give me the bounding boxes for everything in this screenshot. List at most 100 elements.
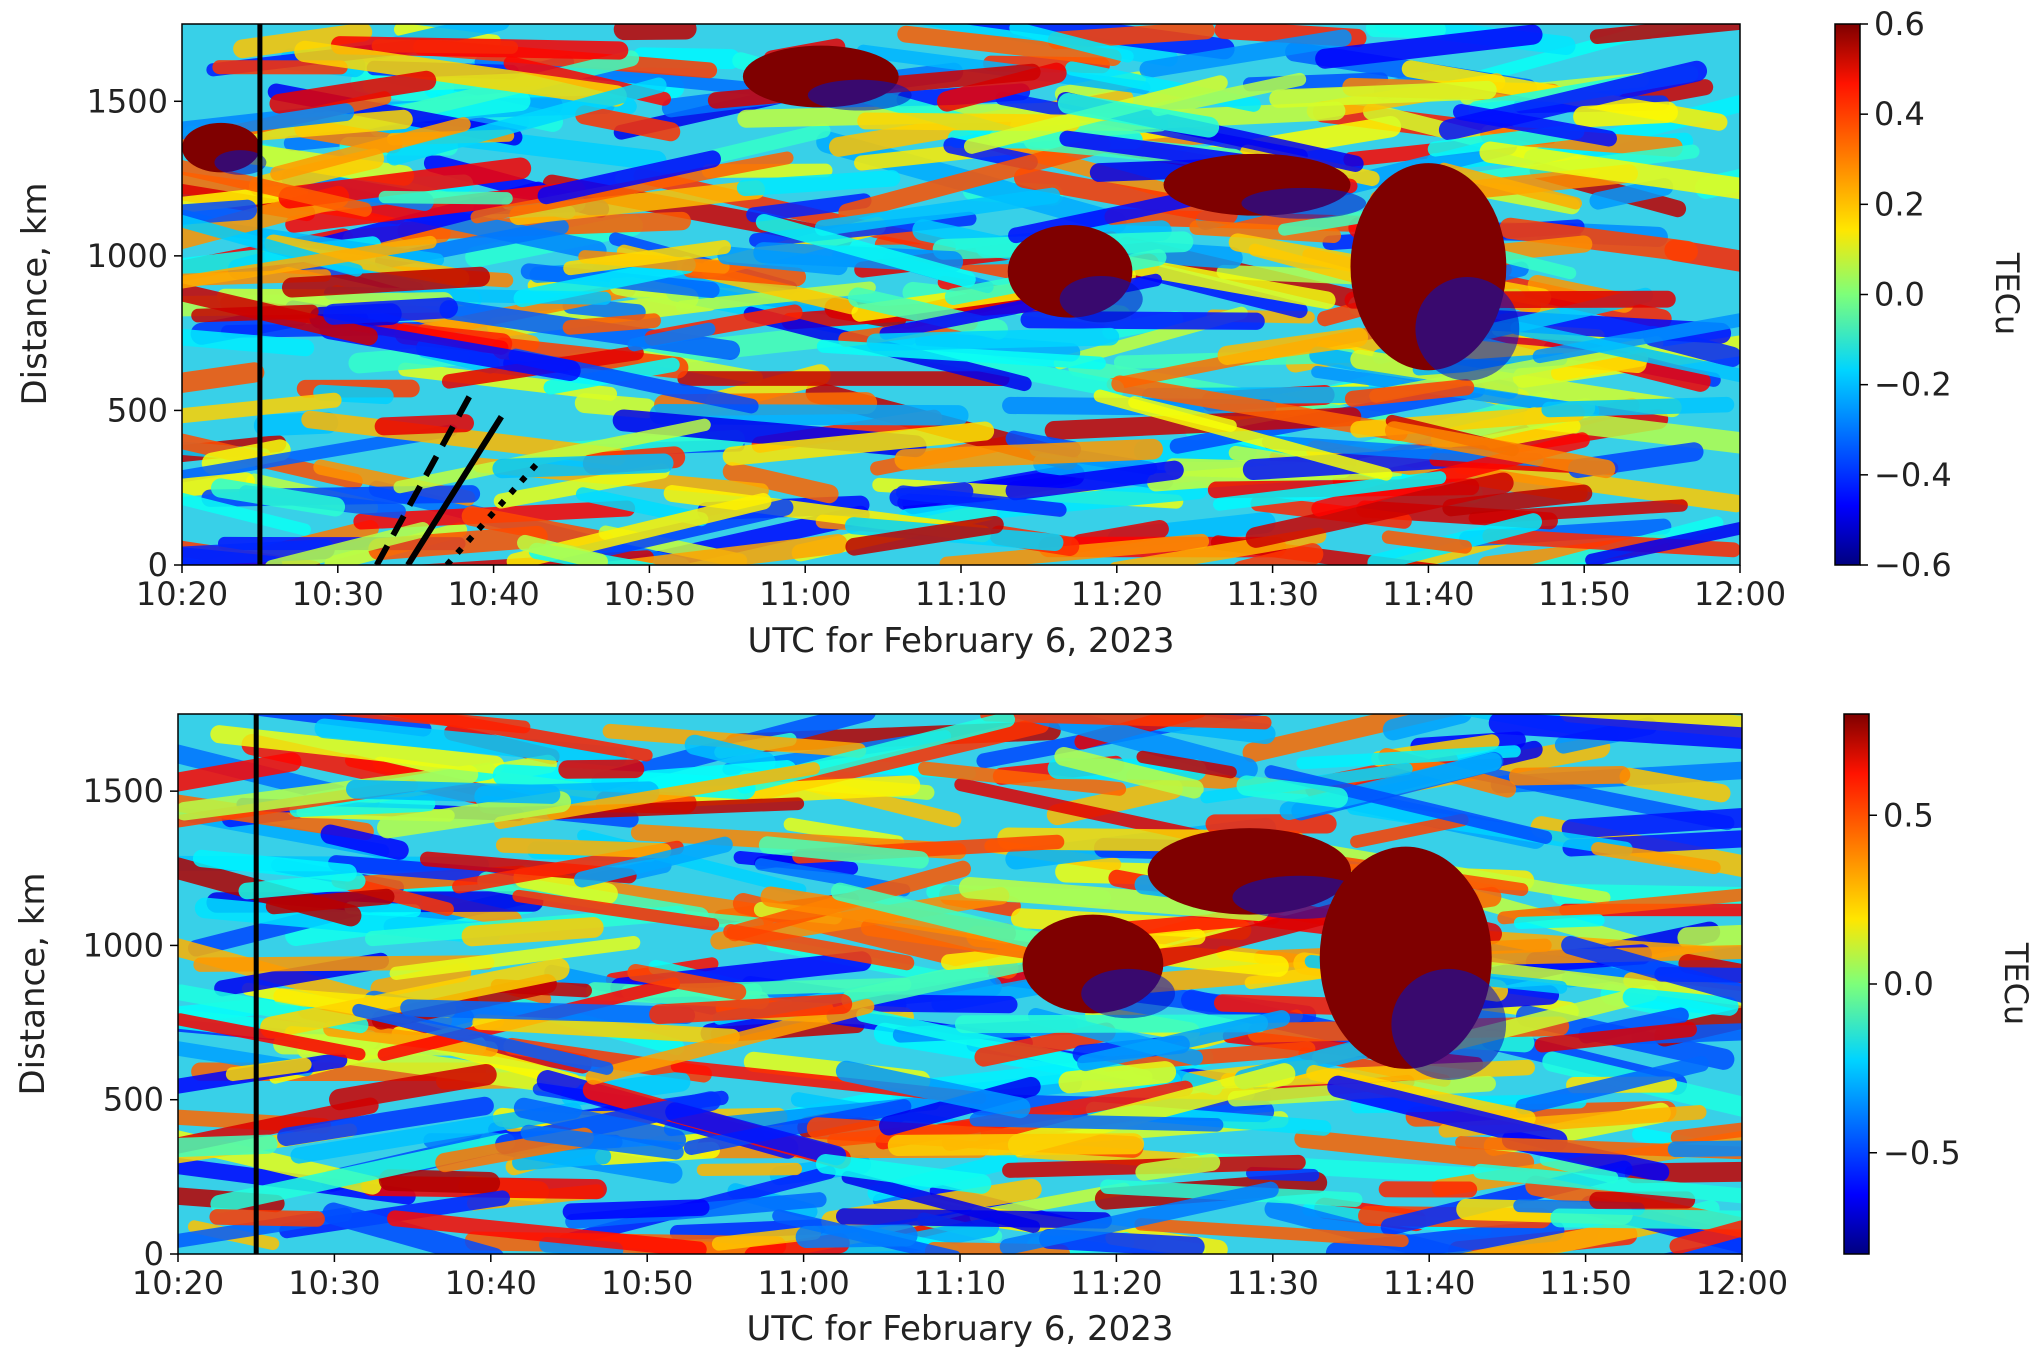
colorbar-tick-label: 0.2	[1874, 185, 1925, 223]
tec-track	[1375, 28, 1437, 30]
x-tick-label: 10:30	[292, 575, 384, 613]
tec-track	[385, 197, 507, 198]
colorbar-tick-label: −0.4	[1874, 456, 1952, 494]
tec-track	[976, 1120, 1216, 1125]
x-tick-label: 11:20	[1071, 575, 1163, 613]
tec-track	[1518, 775, 1622, 777]
tec-track	[472, 927, 593, 936]
tec-track	[1278, 90, 1487, 99]
top-colorbar-ticks: 0.60.40.20.0−0.2−0.4−0.6	[1860, 5, 1952, 584]
y-tick-label: 500	[103, 1081, 164, 1119]
y-tick-label: 1500	[83, 772, 164, 810]
x-tick-label: 11:10	[914, 1264, 1006, 1302]
tec-track	[745, 178, 892, 188]
tec-track	[571, 1208, 701, 1212]
negative-halo	[1060, 276, 1143, 322]
bottom-colorbar-label: TECu	[1997, 942, 2035, 1025]
tec-track	[1662, 974, 1745, 975]
bottom-x-axis-label: UTC for February 6, 2023	[746, 1309, 1173, 1349]
tec-track	[355, 789, 550, 794]
y-tick-label: 0	[144, 1235, 164, 1273]
tec-track	[163, 372, 254, 385]
tec-track	[844, 1216, 1104, 1220]
y-tick-label: 1000	[83, 926, 164, 964]
x-tick-label: 10:50	[601, 1264, 693, 1302]
tec-track	[1252, 1173, 1313, 1175]
tec-track	[409, 1008, 687, 1016]
colorbar-tick-label: 0.0	[1883, 965, 1934, 1003]
top-colorbar	[1835, 24, 1860, 565]
colorbar-tick-label: 0.5	[1883, 796, 1934, 834]
tec-track	[1144, 1162, 1212, 1172]
tec-track	[1688, 933, 1792, 937]
top-x-axis-label: UTC for February 6, 2023	[747, 621, 1174, 661]
colorbar-tick-label: −0.5	[1883, 1134, 1961, 1172]
tec-track	[1549, 405, 1726, 410]
top-plot-area	[47, 9, 1874, 598]
tec-track	[568, 769, 635, 770]
tec-track	[136, 1144, 267, 1149]
tec-scatter-tracks	[47, 9, 1874, 598]
colorbar-tick-label: 0.6	[1874, 5, 1925, 43]
tec-track	[1632, 997, 1729, 1006]
bottom-y-axis-label: Distance, km	[13, 872, 53, 1095]
tec-track	[274, 897, 387, 907]
tec-track	[875, 337, 1110, 343]
tec-track	[726, 255, 838, 266]
top-colorbar-label: TECu	[1988, 252, 2026, 335]
x-tick-label: 11:20	[1070, 1264, 1162, 1302]
tec-track	[351, 908, 415, 911]
y-tick-label: 0	[148, 546, 168, 584]
y-tick-label: 1500	[87, 82, 168, 120]
tec-track	[384, 423, 465, 426]
tec-track	[807, 1235, 907, 1237]
bottom-colorbar	[1844, 714, 1869, 1254]
x-tick-label: 11:40	[1383, 1264, 1475, 1302]
x-tick-label: 12:00	[1694, 575, 1786, 613]
colorbar-tick-label: −0.6	[1874, 546, 1952, 584]
tec-track	[703, 1169, 796, 1170]
tec-track	[1247, 786, 1338, 798]
x-tick-label: 10:40	[447, 575, 539, 613]
tec-track	[520, 1156, 603, 1162]
tec-track	[1353, 387, 1466, 399]
x-tick-label: 11:00	[757, 1264, 849, 1302]
tec-track	[898, 1144, 1133, 1146]
tec-track	[1520, 920, 1599, 923]
tec-track	[570, 321, 654, 328]
negative-halo	[1415, 277, 1519, 381]
tec-track	[1584, 112, 1667, 117]
x-tick-label: 10:40	[445, 1264, 537, 1302]
tec-track	[1676, 1148, 1758, 1149]
x-tick-label: 12:00	[1696, 1264, 1788, 1302]
tec-track	[659, 1004, 842, 1014]
tec-track	[585, 403, 647, 408]
tec-track	[247, 881, 357, 891]
colorbar-tick-label: 0.0	[1874, 276, 1925, 314]
negative-halo	[1241, 188, 1366, 219]
tec-track	[217, 1217, 317, 1219]
tec-track	[905, 449, 1153, 459]
x-tick-label: 10:30	[288, 1264, 380, 1302]
x-tick-label: 11:40	[1382, 575, 1474, 613]
bottom-plot-area	[55, 686, 1890, 1286]
negative-halo	[808, 80, 912, 111]
tec-track	[1029, 320, 1256, 322]
tec-track	[340, 45, 619, 50]
x-tick-label: 11:00	[759, 575, 851, 613]
tec-track	[334, 308, 448, 315]
tec-track	[292, 277, 480, 288]
x-tick-label: 10:50	[603, 575, 695, 613]
tec-track	[502, 463, 664, 468]
tec-track	[964, 1023, 1259, 1024]
x-tick-label: 11:50	[1538, 575, 1630, 613]
tec-track	[504, 845, 664, 851]
x-tick-label: 11:10	[915, 575, 1007, 613]
colorbar-tick-label: 0.4	[1874, 95, 1925, 133]
x-tick-label: 11:50	[1539, 1264, 1631, 1302]
tec-track	[987, 715, 1265, 723]
